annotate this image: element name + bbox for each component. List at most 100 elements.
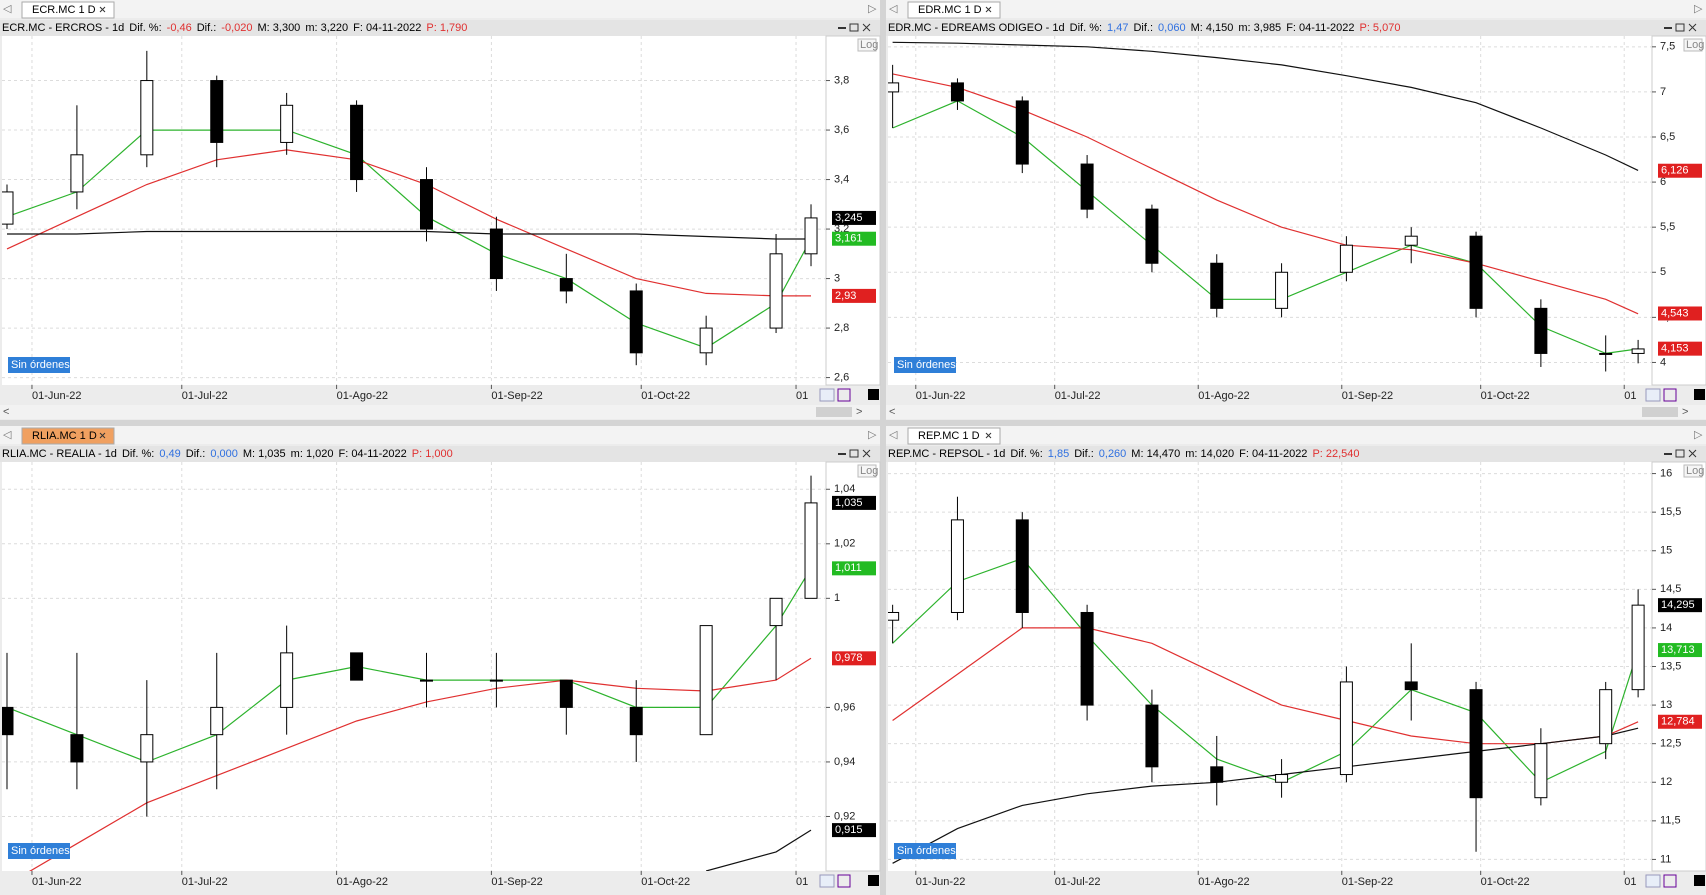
header-field: 0,060 [1158,22,1186,34]
tab-arrow: ◁ [889,3,898,15]
price-tag [832,823,876,838]
tool-icon[interactable] [1663,874,1677,888]
orders-button[interactable] [8,843,70,859]
log-button[interactable] [857,464,877,478]
window-min[interactable] [1664,27,1672,29]
orders-button[interactable] [8,357,70,373]
tab[interactable] [21,1,115,19]
tab-arrow: ▷ [868,429,877,441]
header-field: P: 5,070 [1359,22,1400,34]
window-max[interactable] [1675,23,1685,32]
plot-layer [888,41,1645,372]
window-close[interactable] [1688,23,1697,32]
y-tick-label: 11,5 [1660,815,1681,827]
window-close[interactable] [862,449,871,458]
x-tick-label: 01-Oct-22 [641,876,690,888]
tool-icon[interactable] [1645,388,1661,402]
candle-body [1145,208,1159,264]
candle-body [1631,604,1645,691]
x-tick-label: 01 [1624,390,1636,402]
scroll-thumb[interactable] [1642,407,1678,417]
y-tick-label: 0,94 [834,756,855,768]
price-tag [1658,341,1702,356]
orders-button[interactable] [894,357,956,373]
window-min[interactable] [1664,453,1672,455]
header-field: RLIA.MC - REALIA - 1d [2,448,117,460]
price-tag [1658,598,1702,613]
tool-icon[interactable] [1645,874,1661,888]
candle-body [1210,262,1224,309]
y-tick-label: 3 [834,272,840,284]
tab[interactable] [907,427,1001,445]
header-text: REP.MC - REPSOL - 1d Dif. %: 1,85 Dif.: 0,26… [888,448,1360,460]
y-tick-label: 14,5 [1660,583,1681,595]
tool-icon[interactable] [868,875,879,886]
header-field: ECR.MC - ERCROS - 1d [2,22,124,34]
candle-body [804,217,818,255]
candle-body [629,290,643,354]
x-tick-label: 01-Ago-22 [1198,390,1249,402]
tool-icon[interactable] [819,874,835,888]
header-field: P: 1,790 [426,22,467,34]
scroll-thumb[interactable] [816,407,852,417]
x-tick-label: 01-Ago-22 [1198,876,1249,888]
tab[interactable] [21,427,115,445]
x-tick-label: 01-Ago-22 [337,876,388,888]
price-tag [832,495,876,510]
window-min[interactable] [838,453,846,455]
log-button[interactable] [1683,38,1703,52]
window-min[interactable] [838,27,846,29]
window-max[interactable] [849,23,859,32]
header-field: M: 1,035 [243,448,286,460]
tab-bar [886,0,1706,18]
candle-body [1275,774,1289,783]
x-tick-label: 01-Oct-22 [1481,876,1530,888]
x-tick-label: 01-Jul-22 [182,876,228,888]
y-tick-label: 2,8 [834,322,849,334]
log-button[interactable] [1683,464,1703,478]
candle-body [489,228,503,280]
tool-icon[interactable] [837,388,851,402]
window-close[interactable] [1688,449,1697,458]
candle-body [419,179,433,230]
price-tag-label: 3,161 [835,233,863,245]
plot-layer [2,475,818,871]
price-tag [832,561,876,576]
x-tick-label: 01-Sep-22 [491,390,542,402]
tab-bar [886,426,1706,444]
header-field: EDR.MC - EDREAMS ODIGEO - 1d [888,22,1065,34]
candle-body [1015,100,1029,165]
tab[interactable] [907,1,1001,19]
tool-icon[interactable] [1694,875,1705,886]
candle-body [699,327,713,354]
price-axis [825,35,881,386]
tool-icon[interactable] [819,388,835,402]
candle-body [950,519,964,613]
tab-close[interactable] [99,432,106,439]
tool-icon[interactable] [1694,389,1705,400]
log-button[interactable] [857,38,877,52]
y-tick-label: 7,5 [1660,41,1675,53]
price-tag-label: 3,245 [835,212,863,224]
price-tag-label: 14,295 [1661,599,1695,611]
x-tick-label: 01 [796,876,808,888]
price-tag-label: 6,126 [1661,165,1689,177]
candle-body [70,154,84,193]
tool-icon[interactable] [868,389,879,400]
candle-body [210,706,224,736]
candle-body [950,82,964,102]
tab-close[interactable] [99,6,106,13]
price-tag [1658,643,1702,658]
orders-button[interactable] [894,843,956,859]
tab-close[interactable] [985,6,992,13]
tool-icon[interactable] [837,874,851,888]
plot-layer [2,50,818,366]
window-close[interactable] [862,23,871,32]
candle-body [350,652,364,681]
tab-close[interactable] [985,432,992,439]
window-max[interactable] [849,449,859,458]
log-button-label: Log [1686,39,1704,51]
tool-icon[interactable] [1663,388,1677,402]
window-max[interactable] [1675,449,1685,458]
header-bar [0,446,880,462]
